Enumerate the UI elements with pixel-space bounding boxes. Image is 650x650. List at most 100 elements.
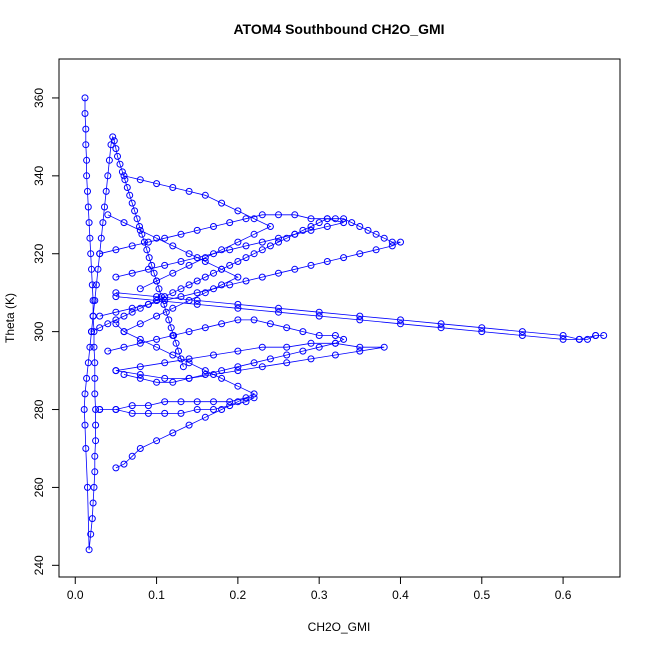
y-tick-label: 320 [32, 243, 46, 263]
data-point [250, 394, 258, 402]
data-point [161, 261, 169, 269]
data-point [323, 223, 331, 230]
data-point [96, 324, 104, 332]
data-point [112, 308, 120, 316]
data-point [234, 398, 242, 406]
data-point [478, 328, 486, 336]
data-point [177, 355, 185, 363]
data-point [92, 437, 100, 445]
data-point [169, 269, 177, 277]
data-point [136, 445, 144, 452]
data-point [331, 215, 339, 223]
data-point [283, 351, 291, 359]
data-point [131, 207, 139, 215]
data-point [258, 211, 266, 219]
data-point [136, 285, 144, 293]
data-point [518, 332, 526, 339]
data-point [242, 277, 250, 285]
data-point [175, 347, 182, 355]
data-point [144, 409, 152, 417]
data-point [388, 242, 396, 250]
data-point [299, 226, 307, 234]
data-point [136, 371, 144, 378]
series-line-6 [115, 323, 256, 469]
data-point [88, 281, 96, 289]
data-point [226, 261, 234, 269]
data-point [283, 343, 291, 351]
data-point [250, 215, 258, 223]
data-point [185, 374, 193, 382]
data-point [128, 452, 136, 460]
data-point [234, 316, 242, 324]
data-point [210, 398, 217, 406]
data-point [153, 335, 161, 343]
data-point [169, 378, 177, 386]
data-point [128, 409, 136, 417]
series-line-10 [107, 214, 239, 332]
data-point [89, 312, 97, 320]
data-point [210, 285, 217, 293]
data-point [82, 125, 90, 133]
data-point [250, 230, 258, 238]
data-point [136, 223, 143, 230]
data-point [356, 347, 364, 355]
y-tick-label: 280 [32, 399, 46, 419]
data-point [380, 234, 388, 242]
data-point [104, 320, 112, 328]
data-point [193, 300, 201, 308]
data-point [250, 316, 258, 324]
data-point [86, 234, 94, 242]
data-point [112, 320, 120, 328]
data-point [109, 133, 117, 141]
data-point [123, 184, 131, 191]
data-point [307, 215, 315, 223]
data-point [331, 339, 339, 347]
data-point [559, 332, 567, 339]
data-point [331, 332, 339, 339]
data-point [153, 312, 161, 320]
data-point [96, 406, 104, 413]
data-point [193, 277, 201, 285]
data-point [96, 250, 104, 258]
data-point [84, 187, 91, 195]
y-tick-label: 240 [32, 555, 46, 575]
data-point [84, 359, 92, 367]
data-point [153, 437, 161, 445]
data-point [266, 355, 274, 363]
data-point [250, 390, 258, 398]
data-point [82, 445, 90, 452]
data-point [323, 215, 331, 223]
data-point [92, 281, 100, 289]
data-point [136, 374, 144, 382]
data-point [340, 335, 348, 343]
data-point [169, 242, 177, 250]
data-point [185, 421, 193, 429]
data-point [201, 413, 209, 421]
data-point [91, 452, 99, 460]
data-point [161, 359, 169, 367]
data-point [153, 378, 161, 386]
data-point [153, 297, 161, 304]
data-point [356, 312, 364, 320]
data-point [133, 215, 141, 223]
x-tick-label: 0.3 [311, 588, 328, 602]
x-tick-label: 0.6 [555, 588, 572, 602]
data-point [397, 320, 404, 328]
data-point [356, 316, 364, 324]
data-point [242, 394, 250, 402]
data-point [89, 499, 97, 507]
data-layer [80, 94, 608, 554]
data-point [218, 265, 226, 273]
data-point [258, 363, 266, 371]
data-point [226, 398, 234, 406]
data-point [179, 363, 187, 371]
x-tick-label: 0.4 [392, 588, 409, 602]
data-point [85, 219, 93, 227]
data-point [185, 328, 193, 336]
data-point [145, 254, 153, 262]
data-point [291, 265, 299, 273]
data-point [201, 273, 209, 281]
data-point [210, 269, 217, 277]
data-point [101, 203, 108, 211]
